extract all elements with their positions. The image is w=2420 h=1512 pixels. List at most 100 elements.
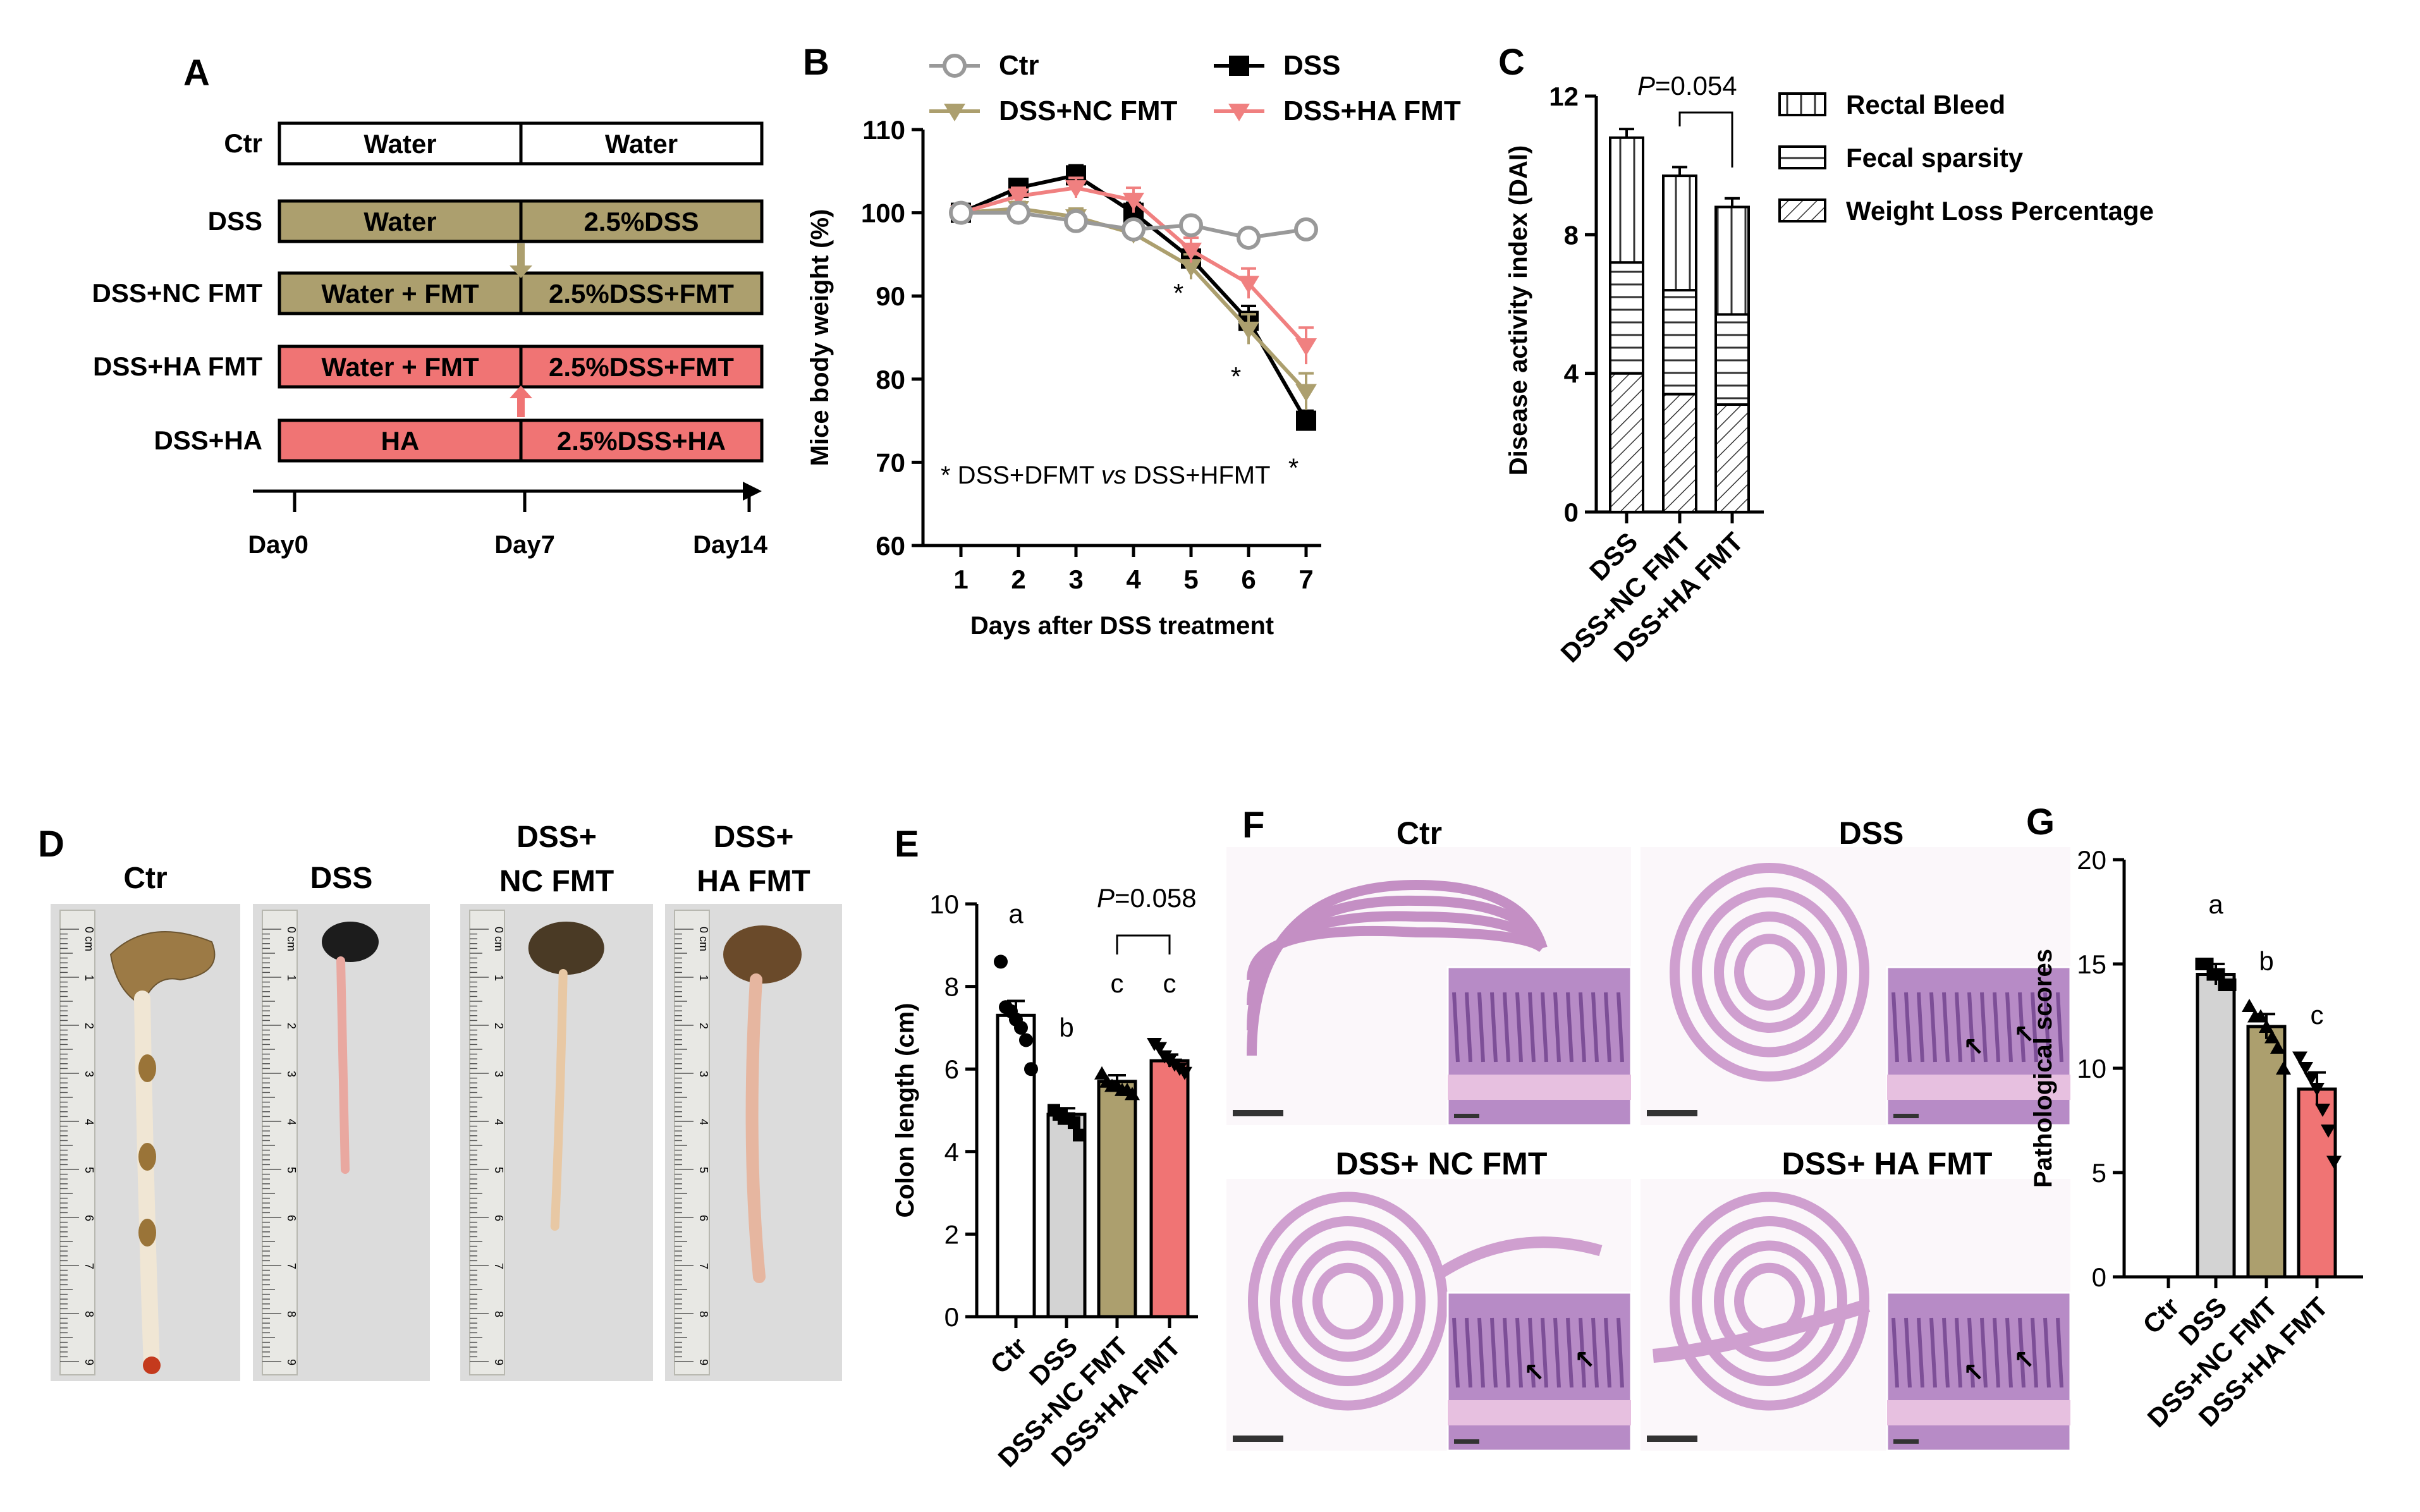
crypt [1929,1317,1937,1388]
y-axis-title: Disease activity index (DAI) [1505,145,1532,475]
bar-dss-ha-fmt [1149,1059,1190,1319]
colon-photo-1: Ctr 0 cm 1 2 3 4 5 6 7 8 9 [51,862,240,1381]
data-point [1121,217,1146,241]
crypt [1967,1317,1975,1388]
row-phase2-label: 2.5%DSS+FMT [549,352,734,382]
ruler-mark: 4 [285,1119,298,1125]
panel-b: B 60 70 80 90 100 110 1 2 3 4 5 6 7 Days after DSS tr… [803,42,1461,640]
legend-label: Weight Loss Percentage [1846,196,2154,226]
data-point [1008,188,1029,207]
y-tick-label: 0 [2092,1262,2106,1292]
colon-body [336,956,350,1174]
bar-segment-fecal-sparsity [1609,261,1644,375]
pvalue-text: =0.054 [1655,71,1737,101]
row-phase1-label: Water [364,129,436,159]
ruler-mark: 5 [83,1167,95,1173]
colon-cecum [109,931,216,1006]
schedule-row-ctr: Ctr Water Water [224,121,764,166]
photo-label: Ctr [123,862,167,895]
data-dot [2292,1051,2307,1065]
histology-tile-dss: DSS ↖ ↖ [1641,815,2072,1126]
y-tick-label: 8 [944,972,959,1002]
data-dot [2223,979,2237,991]
schedule-row-dss-nc-fmt: DSS+NC FMT Water + FMT 2.5%DSS+FMT [92,271,764,315]
tissue-ring [1692,1216,1847,1386]
crypt [1528,1317,1536,1388]
crypt [1541,1317,1548,1388]
photo-label: DSS [310,862,373,895]
ruler-mark: 3 [697,1071,710,1077]
data-dot [1073,1128,1085,1142]
photo-label: HA FMT [697,865,810,898]
data-dot [1068,1116,1080,1130]
tissue-ring [1692,887,1847,1058]
legend-item-dss: DSS [1214,50,1340,81]
pvalue-label: P=0.054 [1637,71,1737,101]
pvalue-text: =0.058 [1115,883,1197,913]
significance-star: * [1231,362,1241,391]
row-phase1-label: Water + FMT [321,352,479,382]
timeline-day0: Day0 [248,531,309,559]
crypt [1917,992,1924,1063]
y-tick-label: 80 [876,365,905,394]
crypt [1967,992,1975,1063]
legend-label: Rectal Bleed [1846,90,2005,119]
scale-bar [1233,1110,1283,1116]
x-tick-label: 4 [1126,564,1141,594]
bar-ctr [996,1013,1036,1319]
ruler-mark: 3 [492,1071,505,1077]
data-point [1295,384,1317,402]
tissue-band [1433,1236,1603,1281]
series-dss-ha-fmt [950,176,1317,365]
crypt [1515,1317,1523,1388]
significance-letter: b [2259,946,2273,976]
crypt [1891,1317,1899,1388]
data-point [1295,338,1317,357]
y-tick-label: 110 [862,115,905,145]
ruler-mark: 1 [492,975,505,981]
crypt [1929,992,1937,1063]
crypt [1477,992,1485,1063]
crypt [1942,1317,1950,1388]
y-tick-label: 0 [1564,497,1579,527]
tissue-band [1247,911,1547,1006]
legend-marker [1229,56,1249,76]
row-label: DSS+HA [154,425,262,455]
data-point [1238,321,1259,339]
ruler [262,910,298,1375]
data-point [1238,276,1259,294]
crypt [1980,992,1988,1063]
bar-segment-rectal-bleed [1714,205,1750,316]
bar-dss-ha-fmt [2297,1087,2337,1279]
data-dot [2326,1155,2342,1169]
y-tick-label: 60 [876,531,905,561]
crypt [2056,1317,2063,1388]
bar-segment-weight-loss-percentage [1714,403,1750,513]
colon-photo-4: DSS+ HA FMT 0 cm 1 2 3 4 5 6 7 8 9 [665,820,842,1381]
row-phase2-label: 2.5%DSS+HA [557,426,726,456]
crypt [1503,1317,1510,1388]
crypt [1465,992,1472,1063]
ruler-mark: 2 [83,1023,95,1029]
crypt [1942,992,1950,1063]
panel-f: F Ctr DSS ↖ ↖ DSS+ NC FMT ↖ ↖ DSS+ HA FMT ↖ ↖ [1226,805,2072,1452]
y-tick-label: 2 [944,1219,959,1249]
colon-photos: Ctr 0 cm 1 2 3 4 5 6 7 8 9 DSS 0 cm 1 2 3 4 5 6 7 8 9 DSS+ NC F… [51,820,842,1381]
panel-f-letter: F [1242,805,1264,846]
data-point [1180,242,1202,260]
y-tick-label: 4 [944,1137,959,1167]
panel-d: D Ctr 0 cm 1 2 3 4 5 6 7 8 9 DSS 0 cm 1 2 3 4 5 6 7 8 9 DSS+ NC… [38,820,842,1381]
magnified-inset [1446,966,1632,1126]
data-point [1006,200,1030,225]
data-point [1064,209,1088,233]
y-tick-label: 70 [876,448,905,477]
bar-segment-fecal-sparsity [1714,313,1750,406]
crypt [1490,1317,1498,1388]
panel-g-letter: G [2026,802,2055,843]
scale-bar [1647,1436,1697,1442]
inset-scale-bar [1893,1439,1919,1444]
ruler-mark: 0 cm [83,927,95,951]
